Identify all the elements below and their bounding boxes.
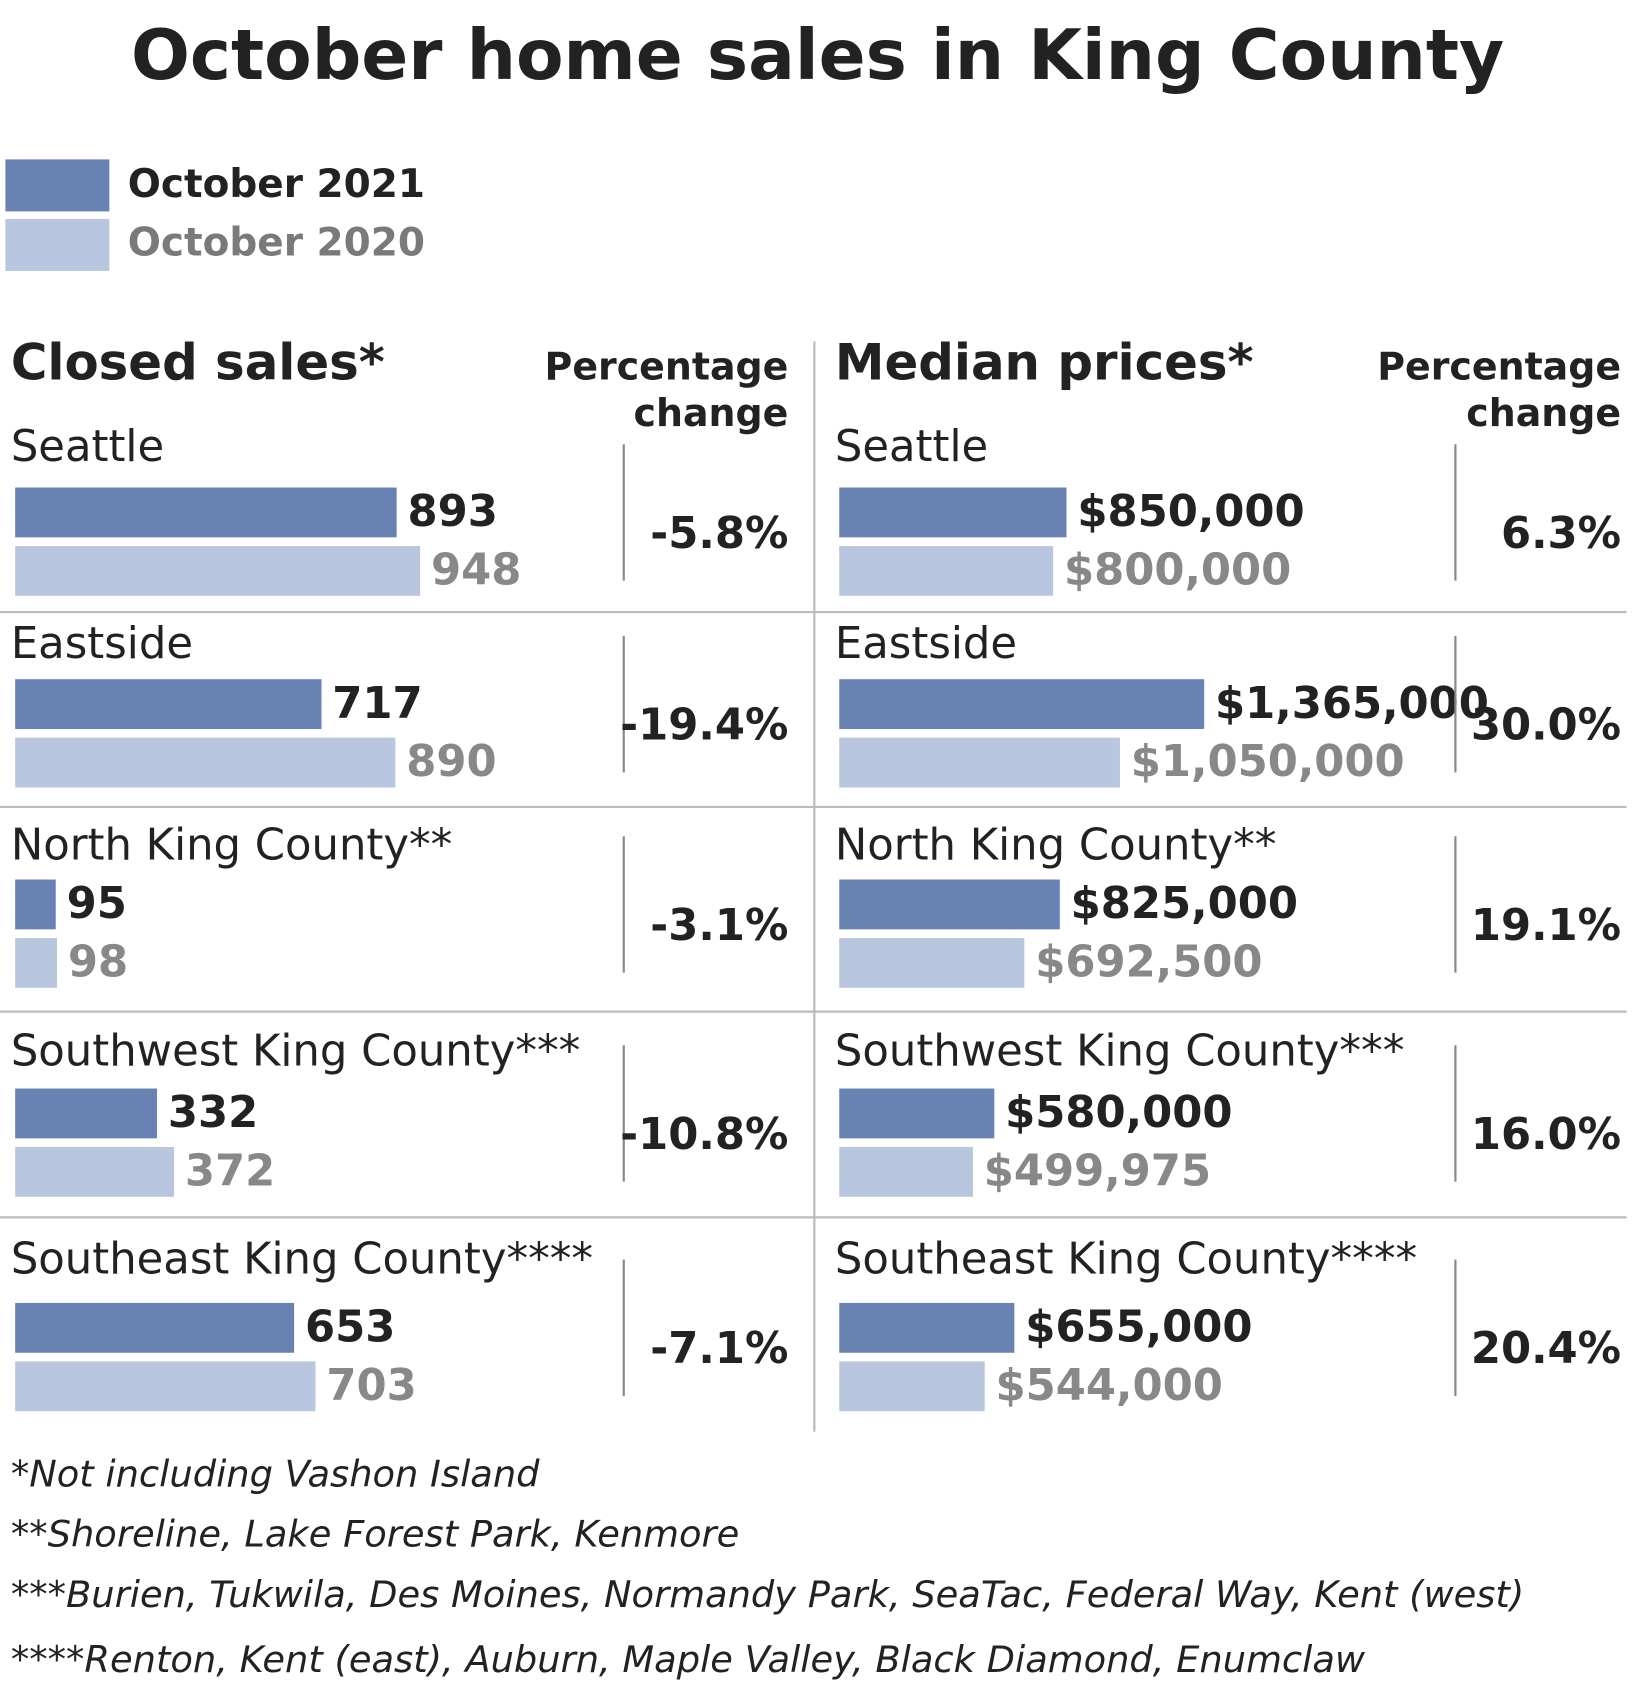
value-label: $655,000 (1025, 1303, 1252, 1353)
value-label: 653 (305, 1303, 395, 1353)
value-label: $1,365,000 (1215, 679, 1489, 729)
footnote: **Shoreline, Lake Forest Park, Kenmore (11, 1512, 739, 1555)
bar (15, 879, 56, 930)
footnotes: *Not including Vashon Island **Shoreline… (11, 1453, 1524, 1681)
value-label: $825,000 (1071, 879, 1298, 929)
bar (15, 1088, 157, 1139)
panel-title: Median prices* (835, 334, 1254, 392)
category-label: Eastside (835, 619, 1017, 669)
value-label: $850,000 (1077, 487, 1304, 537)
bar (15, 1302, 295, 1353)
value-label: 890 (406, 737, 496, 787)
change-label: 30.0% (1471, 700, 1621, 750)
value-label: 893 (407, 487, 497, 537)
category-label: Southeast King County**** (835, 1234, 1417, 1284)
value-label: 95 (67, 879, 127, 929)
bar (839, 1088, 995, 1139)
bar (839, 679, 1205, 730)
change-label: -19.4% (620, 700, 788, 750)
category-label: Southwest King County*** (835, 1026, 1404, 1076)
category-label: Southwest King County*** (11, 1026, 580, 1076)
bar (15, 1361, 316, 1412)
value-label: $1,050,000 (1131, 737, 1405, 787)
value-label: 948 (431, 546, 521, 596)
category-label: Southeast King County**** (11, 1234, 593, 1284)
bar (15, 545, 421, 596)
change-header: Percentage change (545, 344, 789, 435)
change-label: -3.1% (650, 901, 788, 951)
category-label: Seattle (835, 422, 988, 472)
change-label: -7.1% (650, 1324, 788, 1374)
legend-swatch (5, 159, 110, 212)
bar (839, 737, 1120, 788)
change-label: 16.0% (1471, 1110, 1621, 1160)
bar (839, 1302, 1015, 1353)
bar (15, 487, 397, 538)
legend-swatch (5, 218, 110, 271)
bar (839, 879, 1060, 930)
legend-label: October 2021 (128, 162, 425, 207)
category-label: North King County** (11, 821, 452, 871)
value-label: $800,000 (1064, 546, 1291, 596)
legend-label: October 2020 (128, 220, 425, 265)
value-label: 717 (332, 679, 422, 729)
value-label: 703 (326, 1361, 416, 1411)
value-label: 372 (185, 1147, 275, 1197)
change-label: 19.1% (1471, 901, 1621, 951)
bar (839, 938, 1025, 988)
value-label: 332 (168, 1088, 258, 1138)
bar (15, 938, 58, 988)
value-label: $544,000 (996, 1361, 1223, 1411)
bar (839, 545, 1054, 596)
panel-title: Closed sales* (11, 334, 385, 392)
bar (15, 1147, 175, 1197)
value-label: $499,975 (984, 1147, 1211, 1197)
bar (15, 679, 322, 730)
chart-title: October home sales in King County (131, 16, 1504, 96)
bar (839, 487, 1067, 538)
value-label: 98 (68, 938, 128, 988)
bar (839, 1361, 985, 1412)
change-label: -5.8% (650, 509, 788, 559)
footnote: ***Burien, Tukwila, Des Moines, Normandy… (11, 1573, 1524, 1616)
change-header: Percentage change (1377, 344, 1621, 435)
change-label: 20.4% (1471, 1324, 1621, 1374)
category-label: North King County** (835, 821, 1276, 871)
bar (15, 737, 396, 788)
value-label: $692,500 (1035, 938, 1262, 988)
category-label: Seattle (11, 422, 164, 472)
value-label: $580,000 (1005, 1088, 1232, 1138)
category-label: Eastside (11, 619, 193, 669)
change-label: -10.8% (620, 1110, 788, 1160)
footnote: *Not including Vashon Island (11, 1453, 540, 1496)
bar (839, 1147, 973, 1197)
footnote: ****Renton, Kent (east), Auburn, Maple V… (11, 1638, 1366, 1681)
change-label: 6.3% (1501, 509, 1621, 559)
